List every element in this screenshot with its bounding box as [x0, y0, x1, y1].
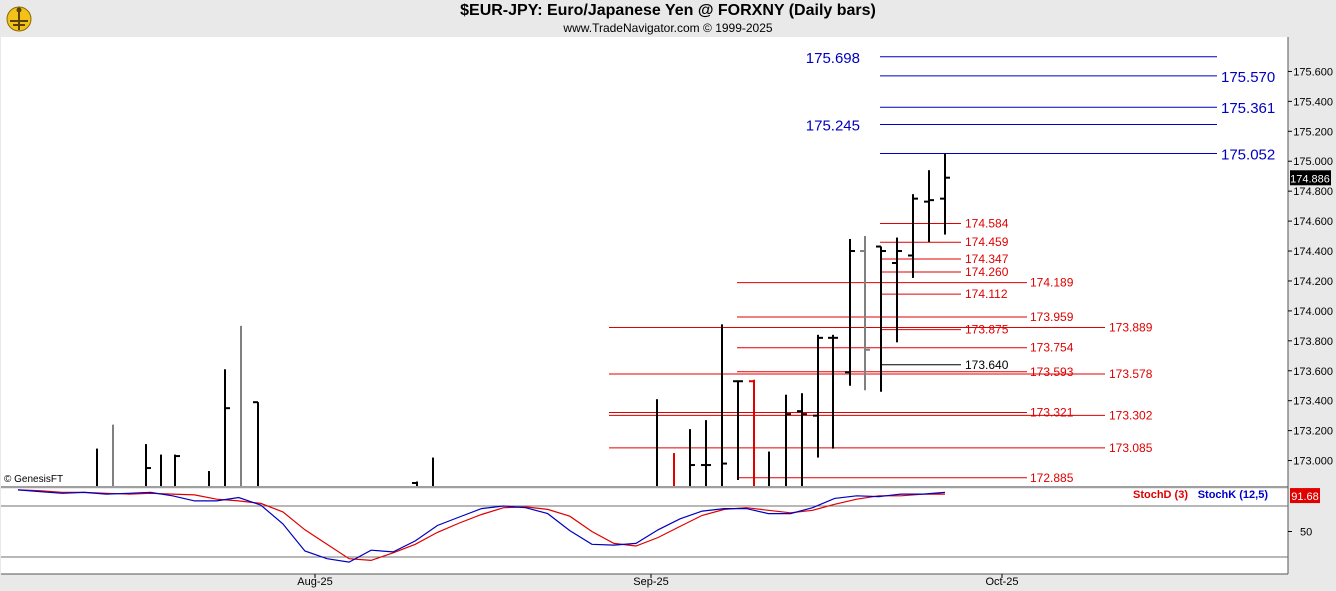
price-tick-label: 173.400	[1293, 396, 1333, 408]
fib-level-label: 173.959	[1030, 310, 1074, 324]
fib-level-label: 174.112	[965, 287, 1008, 301]
price-pane-bg	[1, 37, 1288, 486]
fib-level-label: 173.321	[1030, 406, 1074, 420]
price-tick-label: 173.000	[1293, 456, 1333, 468]
stoch-last-label: 91.68	[1291, 491, 1319, 503]
chart-header: $EUR-JPY: Euro/Japanese Yen @ FORXNY (Da…	[0, 0, 1336, 37]
price-tick-label: 174.800	[1293, 186, 1333, 198]
price-tick-label: 175.000	[1293, 156, 1333, 168]
price-tick-label: 175.400	[1293, 96, 1333, 108]
last-price-label: 174.886	[1290, 173, 1330, 185]
chart-subtitle: www.TradeNavigator.com © 1999-2025	[563, 21, 773, 35]
x-tick-label: Sep-25	[633, 576, 668, 588]
price-tick-label: 174.400	[1293, 246, 1333, 258]
fib-level-label: 175.570	[1221, 69, 1275, 86]
chart-title: $EUR-JPY: Euro/Japanese Yen @ FORXNY (Da…	[460, 2, 876, 19]
stoch-d-legend: StochD (3)	[1133, 489, 1188, 501]
price-tick-label: 173.200	[1293, 426, 1333, 438]
fib-level-label: 174.459	[965, 235, 1009, 249]
x-tick-label: Aug-25	[297, 576, 332, 588]
fib-level-label: 173.302	[1109, 408, 1153, 422]
price-tick-label: 174.600	[1293, 216, 1333, 228]
fib-level-label: 173.875	[965, 323, 1009, 337]
fib-level-label: 174.347	[965, 252, 1009, 266]
stoch-line	[17, 489, 945, 562]
price-tick-label: 173.800	[1293, 336, 1333, 348]
fib-level-label: 174.584	[965, 216, 1009, 230]
fib-level-label: 174.189	[1030, 276, 1074, 290]
fib-level-label: 173.754	[1030, 341, 1074, 355]
fib-level-label: 174.260	[965, 265, 1009, 279]
fib-level-label: 173.889	[1109, 321, 1153, 335]
last-price-marker	[1290, 170, 1331, 186]
fib-level-label: 173.640	[965, 358, 1009, 372]
x-tick-label: Oct-25	[985, 576, 1018, 588]
price-tick-label: 175.600	[1293, 66, 1333, 78]
fib-level-label: 173.593	[1030, 365, 1074, 379]
fib-level-label: 173.085	[1109, 441, 1153, 455]
price-tick-label: 174.200	[1293, 276, 1333, 288]
fib-level-label: 175.052	[1221, 146, 1275, 163]
fib-level-label: 175.698	[806, 50, 860, 67]
fib-level-label: 175.245	[806, 118, 860, 135]
stoch-pane-bg	[1, 489, 1288, 574]
fib-level-label: 173.578	[1109, 367, 1153, 381]
price-tick-label: 173.600	[1293, 366, 1333, 378]
fib-level-label: 175.361	[1221, 100, 1275, 117]
price-tick-label: 175.200	[1293, 126, 1333, 138]
price-tick-label: 174.000	[1293, 306, 1333, 318]
genesis-credit: © GenesisFT	[4, 474, 64, 485]
stoch-last-marker	[1290, 488, 1320, 504]
stoch-line	[17, 489, 946, 563]
stoch-k-legend: StochK (12,5)	[1198, 489, 1269, 501]
stoch-tick-label: 50	[1300, 527, 1312, 539]
trade-navigator-logo-icon	[6, 6, 32, 32]
fib-level-label: 172.885	[1030, 471, 1074, 485]
